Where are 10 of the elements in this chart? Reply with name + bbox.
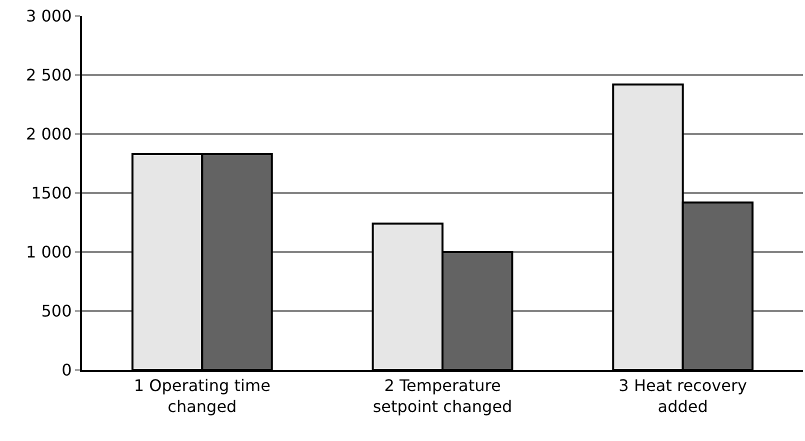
y-tick-label: 500 bbox=[41, 302, 72, 321]
y-tick-label: 1500 bbox=[31, 184, 72, 203]
y-tick-label: 3 000 bbox=[26, 6, 72, 26]
x-tick-label: 1 Operating time changed bbox=[134, 376, 270, 416]
y-tick-label: 1 000 bbox=[26, 242, 72, 262]
y-tick-label: 2 000 bbox=[26, 124, 72, 144]
x-tick-label: 2 Temperature setpoint changed bbox=[372, 376, 512, 416]
y-tick-label: 2 500 bbox=[26, 66, 72, 85]
y-tick-label: 0 bbox=[62, 360, 72, 380]
x-tick-label: 3 Heat recovery added bbox=[618, 376, 747, 416]
